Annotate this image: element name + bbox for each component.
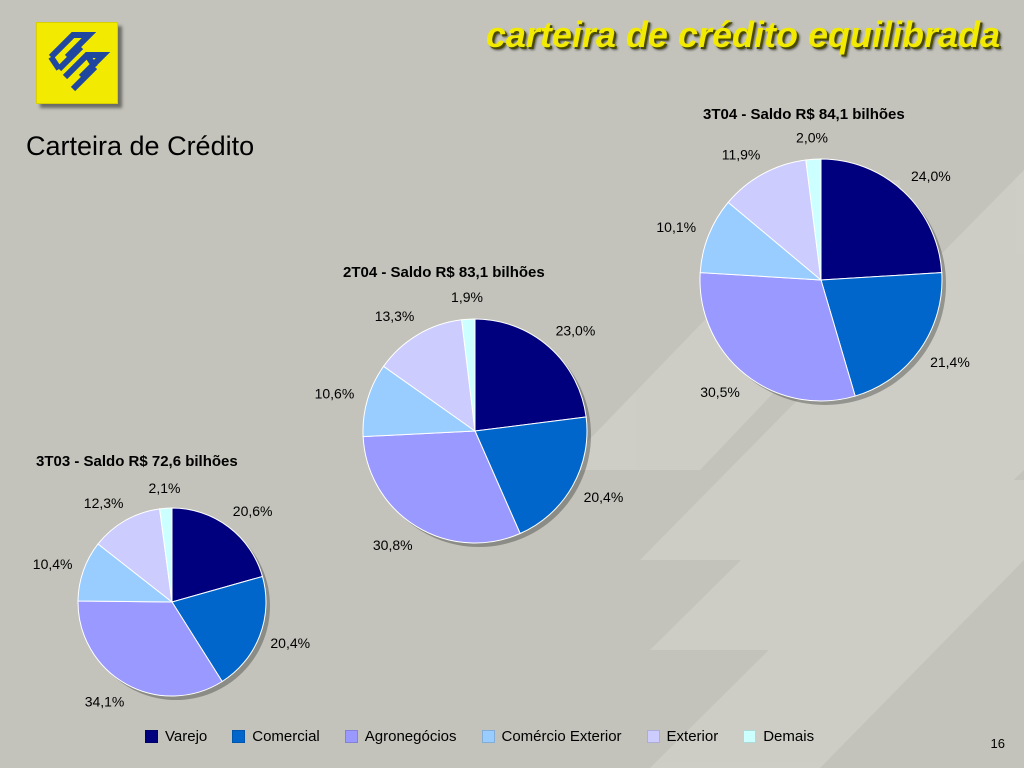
- pie-slice-com-rcio-exterior: [699, 201, 823, 281]
- pie-data-label: 12,3%: [84, 495, 124, 511]
- pie-slice-comercial: [171, 575, 267, 683]
- pie-slice-demais: [461, 318, 476, 432]
- pie-data-label: 1,9%: [451, 289, 483, 305]
- pie-data-label: 24,0%: [911, 168, 951, 184]
- pie-title: 3T03 - Saldo R$ 72,6 bilhões: [36, 453, 238, 470]
- legend-swatch: [481, 729, 495, 743]
- legend-label: Demais: [763, 727, 815, 745]
- pie-slice-exterior: [382, 319, 476, 433]
- pie-data-label: 2,1%: [149, 480, 181, 496]
- legend-swatch: [232, 729, 246, 743]
- pie-data-label: 30,5%: [700, 384, 740, 400]
- pie-data-label: 10,6%: [315, 386, 355, 402]
- pie-data-label: 11,9%: [722, 147, 761, 163]
- pie-slice-demais: [805, 158, 822, 281]
- legend-item-comercio-exterior: Comércio Exterior: [481, 727, 622, 745]
- bank-logo: [36, 22, 118, 104]
- pie-slice-varejo: [474, 318, 587, 432]
- pie-title: 3T04 - Saldo R$ 84,1 bilhões: [703, 106, 905, 123]
- pie-data-label: 34,1%: [85, 694, 125, 710]
- pie-data-label: 10,4%: [33, 556, 73, 572]
- pie-chart-1: 3T03 - Saldo R$ 72,6 bilhões 20,6% 20,4% 34…: [33, 453, 310, 710]
- legend-item-varejo: Varejo: [145, 728, 207, 745]
- legend-item-exterior: Exterior: [646, 727, 719, 745]
- pie-data-label: 20,4%: [584, 489, 624, 505]
- legend-label: Varejo: [165, 727, 208, 745]
- slide-title: carteira de crédito equilibrada: [485, 14, 1000, 55]
- pie-slice-comercial: [820, 272, 943, 397]
- pie-slice-exterior: [97, 508, 173, 604]
- pie-slice-agroneg-cios: [362, 430, 521, 544]
- legend-label: Agronegócios: [364, 727, 457, 745]
- pie-data-label: 10,1%: [656, 219, 696, 235]
- pie-slice-comercial: [474, 416, 588, 535]
- pie-slice-agroneg-cios: [699, 272, 856, 402]
- pie-slice-demais: [159, 507, 173, 603]
- legend-label: Comercial: [252, 727, 320, 745]
- pie-data-label: 30,8%: [373, 537, 413, 553]
- legend-swatch: [344, 729, 358, 743]
- legend-item-agronegocios: Agronegócios: [344, 727, 457, 745]
- pie-slice-com-rcio-exterior: [362, 365, 477, 438]
- legend-item-comercial: Comercial: [232, 728, 320, 745]
- page-number: 16: [990, 736, 1005, 751]
- pie-chart-3: 3T04 - Saldo R$ 84,1 bilhões 24,0% 21,4% 30…: [656, 106, 970, 405]
- pie-data-label: 20,4%: [270, 635, 310, 651]
- pie-slice-varejo: [820, 158, 943, 281]
- pie-slice-agroneg-cios: [77, 600, 223, 697]
- pie-data-label: 21,4%: [930, 354, 970, 370]
- slide-subtitle: Carteira de Crédito: [26, 131, 255, 161]
- pie-slice-exterior: [727, 159, 822, 282]
- legend-label: Comércio Exterior: [501, 727, 622, 745]
- pie-title: 2T04 - Saldo R$ 83,1 bilhões: [343, 264, 545, 281]
- legend-swatch: [646, 729, 660, 743]
- legend-swatch: [145, 729, 158, 743]
- pie-slice-varejo: [171, 507, 264, 603]
- legend-item-demais: Demais: [743, 728, 814, 745]
- pie-data-label: 13,3%: [375, 308, 415, 324]
- pie-chart-2: 2T04 - Saldo R$ 83,1 bilhões 23,0% 20,4% 30…: [315, 264, 624, 553]
- pie-data-label: 23,0%: [556, 323, 596, 339]
- chart-legend: Varejo Comercial Agronegócios Comércio E…: [145, 727, 839, 745]
- pie-data-label: 20,6%: [233, 503, 273, 519]
- legend-label: Exterior: [666, 727, 719, 745]
- pie-data-label: 2,0%: [796, 129, 828, 145]
- legend-swatch: [743, 729, 757, 743]
